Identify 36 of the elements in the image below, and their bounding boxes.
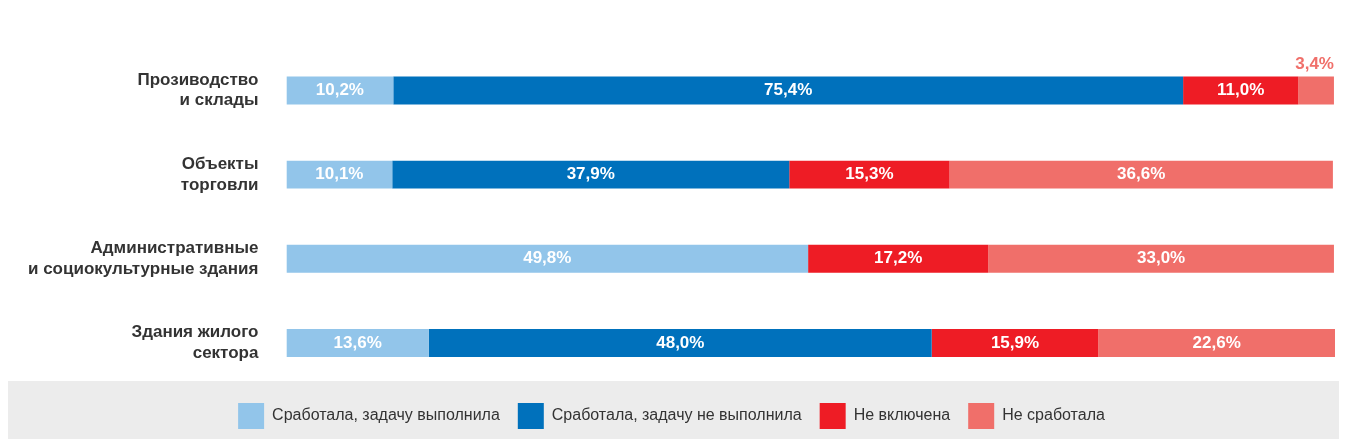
data-label: 11,0% <box>1217 80 1265 100</box>
y-tick-label: Административные и социокультурные здания <box>27 238 259 278</box>
legend-label: Сработала, задачу выполнила <box>272 406 500 424</box>
data-label: 15,3% <box>845 164 894 184</box>
data-label: 22,6% <box>1192 332 1241 352</box>
legend-label: Сработала, задачу не выполнила <box>551 406 802 424</box>
data-label: 15,9% <box>990 332 1040 352</box>
bar <box>393 76 1184 105</box>
legend-label: Не сработала <box>1002 406 1105 424</box>
bar <box>286 328 429 357</box>
y-tick-label: Прозиводство и склады <box>137 69 259 110</box>
bar <box>808 244 989 273</box>
data-label: 49,8% <box>523 248 572 268</box>
data-label: 10,1% <box>315 164 364 184</box>
bar <box>392 160 790 189</box>
legend-label: Не включена <box>853 406 951 424</box>
data-label: 37,9% <box>566 164 615 184</box>
data-label: 3,4% <box>1295 54 1334 74</box>
data-label: 17,2% <box>874 248 923 268</box>
data-label: 33,0% <box>1137 248 1186 268</box>
y-tick-label: Объекты торговли <box>180 154 259 194</box>
data-label: 48,0% <box>656 332 705 352</box>
bar <box>286 244 809 273</box>
bar <box>1298 76 1334 105</box>
data-label: 13,6% <box>333 332 382 352</box>
data-label: 36,6% <box>1117 164 1166 184</box>
bar <box>428 328 932 357</box>
data-label: 10,2% <box>315 80 364 100</box>
bar <box>789 160 950 189</box>
y-tick-label: Здания жилого сектора <box>131 322 259 362</box>
bar <box>988 244 1334 273</box>
bar <box>1098 328 1335 357</box>
bar <box>1183 76 1299 105</box>
bar <box>931 328 1099 357</box>
data-label: 75,4% <box>764 80 813 100</box>
bar <box>949 160 1333 189</box>
